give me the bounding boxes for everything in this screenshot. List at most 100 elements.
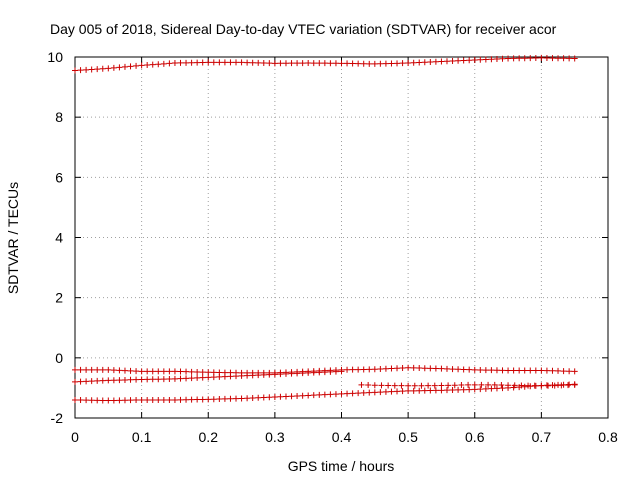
data-point <box>266 60 273 67</box>
data-point <box>518 382 525 389</box>
data-point <box>410 59 417 66</box>
data-point <box>349 366 356 373</box>
series-bottom <box>72 381 578 404</box>
data-point <box>144 368 151 375</box>
data-point <box>521 55 528 62</box>
data-point <box>310 369 317 376</box>
data-point <box>405 364 412 371</box>
data-point <box>499 367 506 374</box>
data-point <box>538 382 545 389</box>
data-point <box>255 394 262 401</box>
data-point <box>427 365 434 372</box>
data-point <box>549 367 556 374</box>
data-point <box>77 67 84 74</box>
data-point <box>288 393 295 400</box>
data-point <box>177 368 184 375</box>
data-point <box>288 60 295 67</box>
data-point <box>466 386 473 393</box>
y-tick-labels: -2 0 2 4 6 8 10 <box>47 49 63 426</box>
data-point <box>160 396 167 403</box>
data-point <box>505 367 512 374</box>
data-point <box>432 387 439 394</box>
data-point <box>205 374 212 381</box>
x-tick-label: 0.6 <box>465 429 485 445</box>
data-point <box>105 377 112 384</box>
data-point <box>138 62 145 69</box>
data-point <box>388 60 395 67</box>
data-point <box>488 385 495 392</box>
data-point <box>477 366 484 373</box>
data-point <box>83 366 90 373</box>
data-point <box>321 60 328 67</box>
data-point <box>438 365 445 372</box>
data-point <box>227 395 234 402</box>
data-point <box>394 388 401 395</box>
data-point <box>538 367 545 374</box>
data-point <box>438 382 445 389</box>
y-tick-label: 10 <box>47 49 63 65</box>
data-point <box>205 369 212 376</box>
data-point <box>88 66 95 73</box>
data-point <box>94 377 101 384</box>
data-point <box>443 387 450 394</box>
data-point <box>465 381 472 388</box>
data-point <box>138 376 145 383</box>
data-point <box>493 56 500 63</box>
data-point <box>485 381 492 388</box>
data-point <box>365 382 372 389</box>
data-point <box>149 61 156 68</box>
data-point <box>116 367 123 374</box>
series-lower-middle <box>72 368 345 385</box>
data-point <box>416 59 423 66</box>
data-point <box>127 376 134 383</box>
data-point <box>260 371 267 378</box>
data-point <box>445 382 452 389</box>
data-point <box>443 365 450 372</box>
data-point <box>471 381 478 388</box>
data-point <box>205 59 212 66</box>
y-tick-label: 6 <box>55 169 63 185</box>
y-tick-label: 0 <box>55 350 63 366</box>
data-point <box>305 60 312 67</box>
data-point <box>282 60 289 67</box>
data-point <box>560 55 567 62</box>
data-point <box>382 60 389 67</box>
data-point <box>121 376 128 383</box>
data-point <box>566 368 573 375</box>
data-point <box>188 375 195 382</box>
data-point <box>99 397 106 404</box>
data-point <box>482 367 489 374</box>
data-point <box>477 386 484 393</box>
data-point <box>210 396 217 403</box>
data-point <box>338 368 345 375</box>
chart-title: Day 005 of 2018, Sidereal Day-to-day VTE… <box>50 21 557 37</box>
data-point <box>282 370 289 377</box>
data-point <box>366 366 373 373</box>
data-point <box>482 56 489 63</box>
data-point <box>183 396 190 403</box>
data-point <box>177 59 184 66</box>
data-point <box>227 59 234 66</box>
data-point <box>233 373 240 380</box>
data-point <box>405 60 412 67</box>
data-point <box>491 381 498 388</box>
data-point <box>355 60 362 67</box>
data-point <box>543 367 550 374</box>
data-point <box>294 60 301 67</box>
data-point <box>477 56 484 63</box>
data-point <box>83 66 90 73</box>
data-point <box>194 59 201 66</box>
data-point <box>171 60 178 67</box>
data-point <box>527 367 534 374</box>
data-point <box>355 366 362 373</box>
data-point <box>149 376 156 383</box>
data-point <box>305 392 312 399</box>
data-point <box>299 370 306 377</box>
data-point <box>72 378 78 385</box>
data-point <box>516 55 523 62</box>
data-point <box>388 365 395 372</box>
data-point <box>166 375 173 382</box>
data-point <box>310 60 317 67</box>
data-point <box>493 385 500 392</box>
